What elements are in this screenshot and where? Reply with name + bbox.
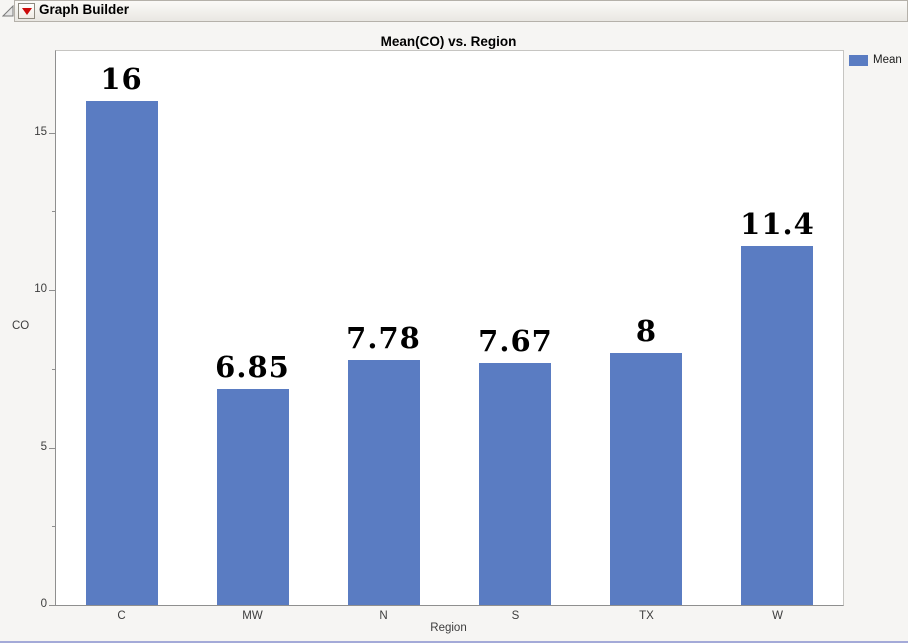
- red-triangle-icon: [21, 7, 32, 15]
- x-tick-label-C[interactable]: C: [117, 610, 126, 622]
- y-tick-label-0[interactable]: 0: [40, 598, 47, 610]
- x-tick-label-W[interactable]: W: [772, 610, 783, 622]
- y-minor-tick-2.5: [52, 526, 56, 527]
- x-tick-label-S[interactable]: S: [511, 610, 520, 622]
- bar-TX[interactable]: [610, 353, 682, 605]
- bar-value-label-TX: 8: [635, 314, 658, 348]
- bar-value-label-W: 11.4: [740, 207, 815, 241]
- y-minor-tick-7.5: [52, 369, 56, 370]
- bar-MW[interactable]: [217, 389, 289, 605]
- bar-value-label-C: 16: [100, 62, 143, 96]
- bar-W[interactable]: [741, 246, 813, 605]
- y-tick-10: [49, 290, 56, 291]
- chart-title: Mean(CO) vs. Region: [380, 34, 517, 49]
- bar-N[interactable]: [348, 360, 420, 605]
- x-axis-label[interactable]: Region: [430, 622, 467, 634]
- y-tick-label-5[interactable]: 5: [40, 441, 47, 453]
- legend-label: Mean: [873, 54, 902, 66]
- y-minor-tick-12.5: [52, 211, 56, 212]
- header-title-bar: Graph Builder: [14, 0, 908, 22]
- x-tick-label-MW[interactable]: MW: [242, 610, 263, 622]
- bar-value-label-N: 7.78: [346, 321, 421, 355]
- x-tick-label-N[interactable]: N: [379, 610, 388, 622]
- header-title: Graph Builder: [39, 2, 130, 17]
- window-bottom-border: [0, 641, 908, 643]
- y-tick-label-15[interactable]: 15: [34, 126, 47, 138]
- bar-value-label-S: 7.67: [478, 324, 553, 358]
- legend: Mean: [849, 54, 902, 66]
- y-tick-5: [49, 448, 56, 449]
- y-tick-label-10[interactable]: 10: [34, 283, 47, 295]
- y-axis-label[interactable]: CO: [12, 320, 30, 332]
- red-triangle-menu-button[interactable]: [18, 3, 35, 19]
- x-tick-label-TX[interactable]: TX: [639, 610, 654, 622]
- legend-swatch-mean[interactable]: [849, 54, 868, 66]
- bar-C[interactable]: [86, 101, 158, 605]
- y-tick-0: [49, 605, 56, 606]
- y-tick-15: [49, 133, 56, 134]
- bar-S[interactable]: [479, 363, 551, 605]
- outline-header: Graph Builder: [0, 0, 908, 23]
- disclosure-triangle-icon[interactable]: [2, 5, 14, 17]
- plot-area[interactable]: 16 C 6.85 MW 7.78 N 7.67 S 8 TX 11.4 W 0 5 10 15: [34, 50, 844, 622]
- bar-value-label-MW: 6.85: [215, 350, 290, 384]
